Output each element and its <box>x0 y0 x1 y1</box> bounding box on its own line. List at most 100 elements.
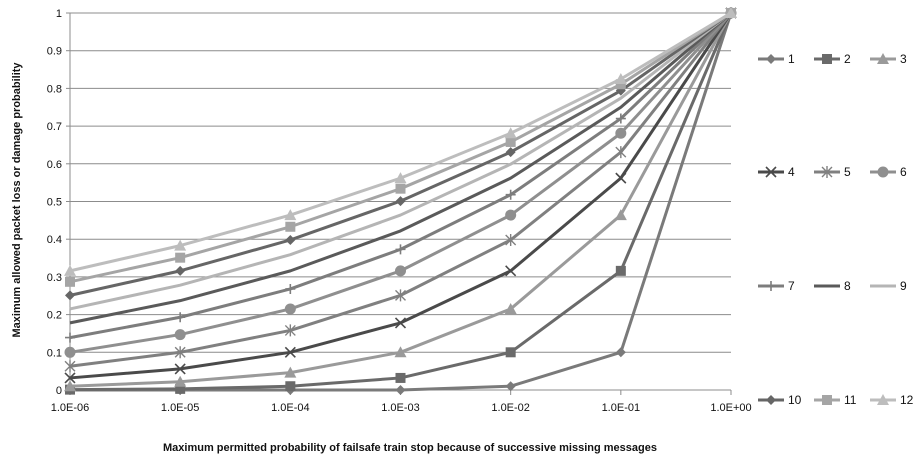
y-tick-label: 0.4 <box>47 234 62 246</box>
data-point <box>505 136 516 147</box>
legend-label: 9 <box>900 279 907 293</box>
data-point <box>64 372 76 384</box>
data-point <box>766 395 776 405</box>
y-tick-label: 0 <box>56 385 62 397</box>
legend-item-12: 12 <box>870 393 914 407</box>
y-axis-ticks: 0 0.1 0.2 0.3 0.4 0.5 0.6 0.7 0.8 0.9 1 <box>47 8 70 397</box>
data-point <box>394 172 407 184</box>
data-point <box>504 302 517 314</box>
y-tick-label: 0.2 <box>47 310 62 322</box>
legend-label: 2 <box>844 52 851 66</box>
x-axis-ticks: 1.0E-06 1.0E-05 1.0E-04 1.0E-03 1.0E-02 1.0E-… <box>51 390 752 414</box>
data-point <box>615 146 627 159</box>
y-tick-label: 0.3 <box>47 272 62 284</box>
data-point <box>394 346 407 358</box>
data-point <box>175 265 186 276</box>
legend: 1 2 34 5 67 8 910 11 12 <box>758 52 914 407</box>
data-point <box>65 332 75 343</box>
plot-area <box>64 7 737 395</box>
legend-item-2: 2 <box>814 52 851 66</box>
data-point <box>285 234 296 245</box>
legend-label: 3 <box>900 52 907 66</box>
data-point <box>504 127 517 139</box>
series-line <box>69 11 732 311</box>
x-tick-label: 1.0E+00 <box>710 402 751 414</box>
data-point <box>64 346 76 358</box>
series-4 <box>64 7 737 384</box>
legend-item-11: 11 <box>814 393 857 407</box>
x-tick-label: 1.0E-06 <box>51 402 90 414</box>
data-point <box>766 281 776 291</box>
y-tick-label: 0.7 <box>47 121 62 133</box>
legend-label: 1 <box>788 52 795 66</box>
legend-label: 11 <box>844 393 857 407</box>
data-point <box>65 290 75 301</box>
legend-label: 10 <box>788 393 802 407</box>
legend-item-1: 1 <box>758 52 795 66</box>
data-point <box>505 189 516 200</box>
y-tick-label: 0.1 <box>47 347 62 359</box>
data-point <box>175 312 186 323</box>
data-point <box>765 166 777 178</box>
legend-label: 4 <box>788 165 795 179</box>
data-point <box>395 289 406 302</box>
data-point <box>822 54 832 64</box>
data-point <box>394 317 407 329</box>
x-tick-label: 1.0E-04 <box>271 402 310 414</box>
legend-item-6: 6 <box>870 165 907 179</box>
data-point <box>284 366 297 378</box>
series-8 <box>69 11 732 325</box>
data-point <box>284 303 296 315</box>
legend-item-4: 4 <box>758 165 795 179</box>
data-point <box>285 381 296 392</box>
y-tick-label: 0.8 <box>47 83 62 95</box>
data-point <box>615 172 627 184</box>
data-point <box>395 196 406 207</box>
data-point <box>505 209 517 221</box>
legend-item-8: 8 <box>814 279 851 293</box>
y-tick-label: 1 <box>56 8 62 20</box>
data-point <box>615 113 626 124</box>
data-point <box>615 265 626 276</box>
data-point <box>821 166 833 178</box>
y-tick-label: 0.5 <box>47 197 62 209</box>
data-point <box>877 53 889 64</box>
series-6 <box>64 7 737 358</box>
data-point <box>505 147 516 158</box>
legend-item-3: 3 <box>870 52 907 66</box>
data-point <box>766 54 776 64</box>
legend-item-5: 5 <box>814 165 851 179</box>
data-point <box>284 324 296 337</box>
data-point <box>725 7 737 18</box>
data-point <box>284 209 297 221</box>
x-tick-label: 1.0E-05 <box>161 402 200 414</box>
data-point <box>877 394 889 405</box>
data-point <box>877 166 889 178</box>
data-point <box>64 360 76 373</box>
data-point <box>174 329 186 341</box>
data-point <box>505 381 516 392</box>
data-point <box>174 363 186 375</box>
data-point <box>614 72 627 84</box>
data-point <box>505 265 517 277</box>
series-line <box>69 11 732 325</box>
series-12 <box>64 7 737 276</box>
legend-item-7: 7 <box>758 279 795 293</box>
data-point <box>175 383 186 394</box>
x-tick-label: 1.0E-03 <box>381 402 420 414</box>
data-point <box>174 346 186 359</box>
data-point <box>284 346 296 358</box>
x-tick-label: 1.0E-02 <box>491 402 530 414</box>
data-point <box>174 375 187 387</box>
data-point <box>614 209 627 221</box>
data-point <box>175 252 186 263</box>
data-point <box>395 385 406 395</box>
legend-label: 6 <box>900 165 907 179</box>
y-axis-title: Maximum allowed packet loss or damage pr… <box>11 62 23 338</box>
data-point <box>64 264 76 276</box>
series-9 <box>69 11 732 311</box>
data-point <box>505 347 516 358</box>
y-tick-label: 0.6 <box>47 159 62 171</box>
data-point <box>285 221 296 232</box>
